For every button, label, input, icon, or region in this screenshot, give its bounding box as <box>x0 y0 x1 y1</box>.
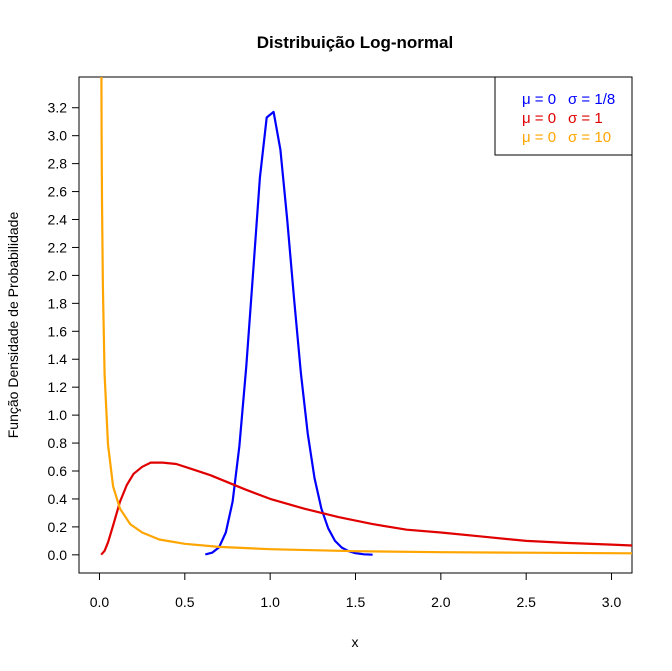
y-tick-label: 1.0 <box>48 407 68 423</box>
y-tick-label: 0.8 <box>48 435 68 451</box>
y-tick-label: 0.2 <box>48 519 68 535</box>
series-line-1 <box>100 461 632 556</box>
y-tick-label: 2.2 <box>48 239 68 255</box>
y-tick-label: 0.4 <box>48 491 68 507</box>
chart-title: Distribuição Log-normal <box>257 33 453 52</box>
x-tick-label: 1.5 <box>346 594 366 610</box>
y-axis-label: Função Densidade de Probabilidade <box>5 212 21 439</box>
x-axis: 0.0 0.5 1.0 1.5 2.0 2.5 3.0 <box>90 572 622 610</box>
legend-box <box>494 76 633 156</box>
series-line-2 <box>100 77 632 555</box>
series-line-0 <box>205 110 373 556</box>
y-tick-label: 1.2 <box>48 379 68 395</box>
y-tick-label: 2.4 <box>48 212 68 228</box>
legend-rows: μ = 0 σ = 1/8 μ = 0 σ = 1 μ = 0 σ = 10 <box>522 91 615 146</box>
series-group <box>100 77 632 556</box>
x-tick-label: 0.5 <box>175 594 195 610</box>
y-tick-label: 0.6 <box>48 463 68 479</box>
x-tick-label: 3.0 <box>602 594 622 610</box>
legend-sigma-label: σ = 1/8 <box>568 91 615 108</box>
legend-mu-label: μ = 0 <box>522 91 556 108</box>
y-tick-label: 3.0 <box>48 128 68 144</box>
legend-sigma-label: σ = 10 <box>568 129 611 146</box>
y-tick-label: 3.2 <box>48 100 68 116</box>
legend-mu-label: μ = 0 <box>522 129 556 146</box>
y-tick-label: 2.0 <box>48 267 68 283</box>
y-tick-label: 1.8 <box>48 295 68 311</box>
y-tick-label: 0.0 <box>48 547 68 563</box>
y-tick-label: 1.6 <box>48 323 68 339</box>
y-tick-label: 2.6 <box>48 184 68 200</box>
x-tick-label: 0.0 <box>90 594 110 610</box>
legend-sigma-label: σ = 1 <box>568 110 603 127</box>
x-tick-label: 1.0 <box>260 594 280 610</box>
legend-mu-label: μ = 0 <box>522 110 556 127</box>
y-axis: 0.0 0.2 0.4 0.6 0.8 1.0 1.2 1.4 1.6 1.8 2.0 2.2 2.4 2… <box>48 100 80 563</box>
x-axis-label: x <box>352 634 359 650</box>
legend: μ = 0 σ = 1/8 μ = 0 σ = 1 μ = 0 σ = 10 <box>494 76 633 156</box>
y-tick-label: 2.8 <box>48 156 68 172</box>
x-tick-label: 2.5 <box>516 594 536 610</box>
x-tick-label: 2.0 <box>431 594 451 610</box>
y-tick-label: 1.4 <box>48 351 68 367</box>
